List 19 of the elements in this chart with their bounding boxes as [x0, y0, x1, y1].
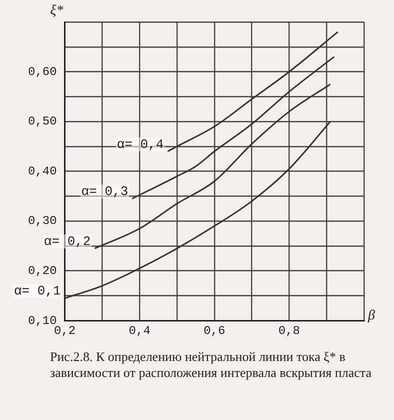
- x-tick-label: 0,2: [54, 324, 76, 338]
- series-label: α= 0,3: [81, 184, 128, 200]
- x-tick-label: 0,8: [278, 324, 300, 338]
- series-label: α= 0,4: [116, 136, 164, 152]
- text: Рис.2.8. К определению нейтральной линии тока ξ* в зависимости от расположения интервала вскрытия пласта: [50, 349, 372, 381]
- series-label: α= 0,2: [44, 234, 91, 249]
- line-series: [131, 56, 335, 200]
- x-tick-label: 0,4: [128, 324, 150, 338]
- y-tick-label: 0,50: [28, 114, 57, 129]
- y-tick-label: 0,40: [28, 164, 57, 178]
- x-tick-label: 0,6: [204, 324, 226, 338]
- x-axis-title: β: [367, 308, 375, 324]
- y-tick-label: 0,20: [28, 264, 57, 278]
- y-tick-label: 0,30: [28, 214, 57, 228]
- line-series: [166, 31, 339, 152]
- y-axis-title: ξ*: [50, 4, 64, 19]
- series-label: α= 0,1: [14, 284, 61, 299]
- y-tick-label: 0,60: [28, 64, 57, 79]
- line-series: [64, 120, 332, 299]
